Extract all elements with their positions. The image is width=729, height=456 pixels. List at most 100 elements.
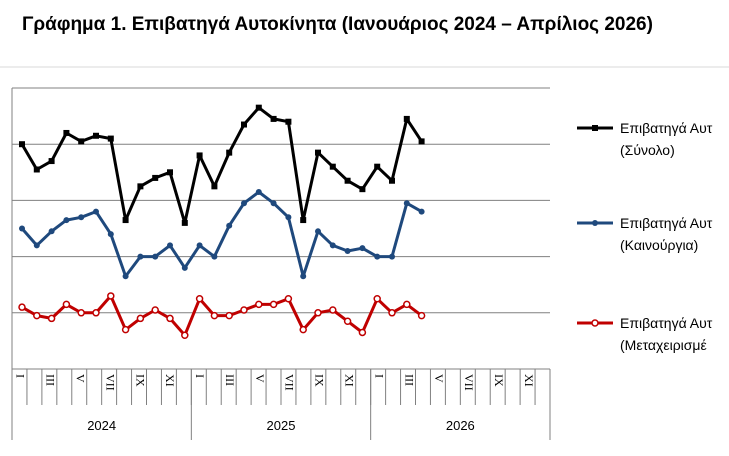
data-point: [93, 132, 99, 139]
data-point: [269, 300, 278, 309]
gridlines: [0, 66, 729, 314]
data-point: [315, 149, 321, 156]
legend-label: Επιβατηγά Αυτ: [620, 215, 713, 231]
data-point: [299, 325, 307, 334]
data-point: [62, 300, 71, 309]
legend-label: (Μεταχειρισμέ: [620, 337, 707, 353]
legend-marker: [591, 319, 599, 327]
data-point: [373, 295, 381, 303]
data-point: [121, 325, 130, 334]
data-point: [77, 309, 85, 317]
x-tick-label: XI: [163, 374, 177, 387]
data-point: [18, 303, 26, 311]
data-point: [167, 242, 173, 249]
data-point: [329, 163, 336, 170]
data-point: [211, 183, 218, 190]
data-point: [300, 273, 307, 280]
x-tick-label: I: [372, 374, 386, 378]
x-tick-label: IX: [492, 374, 506, 387]
legend: Επιβατηγά Αυτ (Σύνολο) Επιβατηγά Αυτ (Καινο…: [577, 120, 713, 353]
data-point: [241, 121, 247, 128]
data-point: [107, 231, 114, 238]
data-point: [195, 295, 204, 303]
data-point: [47, 314, 56, 323]
x-tick-label: IX: [133, 374, 147, 387]
data-point: [344, 247, 351, 254]
legend-item-3: Επιβατηγά Αυτ (Μεταχειρισμέ: [577, 315, 713, 353]
data-point: [315, 228, 321, 235]
data-point: [403, 115, 410, 122]
data-point: [403, 300, 411, 309]
x-tick-label: XI: [522, 374, 536, 387]
data-point: [417, 311, 426, 320]
data-point: [63, 129, 70, 136]
data-point: [344, 177, 351, 184]
data-point: [136, 314, 145, 323]
data-point: [196, 152, 203, 159]
data-point: [107, 292, 115, 300]
legend-label: Επιβατηγά Αυτ: [620, 315, 713, 331]
data-point: [270, 200, 277, 207]
series-line: [20, 190, 423, 278]
series-line: [21, 294, 423, 337]
data-point: [389, 177, 395, 184]
x-tick-label: I: [14, 374, 28, 378]
legend-item-2: Επιβατηγά Αυτ (Καινούργια): [577, 215, 713, 253]
data-point: [374, 253, 381, 260]
x-tick-label: III: [402, 374, 416, 386]
series-line: [20, 106, 423, 225]
series-3: [18, 292, 426, 340]
legend-item-1: Επιβατηγά Αυτ (Σύνολο): [577, 120, 713, 158]
data-point: [359, 245, 366, 252]
data-point: [255, 300, 263, 309]
data-point: [285, 118, 292, 125]
x-tick-label: IX: [313, 374, 327, 387]
data-point: [78, 214, 85, 221]
x-tick-label: XI: [343, 374, 357, 387]
data-point: [225, 311, 233, 320]
data-point: [137, 253, 144, 260]
data-point: [329, 306, 337, 314]
data-point: [33, 242, 40, 249]
data-point: [255, 104, 262, 111]
data-point: [389, 253, 395, 260]
data-point: [78, 138, 85, 145]
series-lines: [18, 104, 426, 340]
year-label: 2024: [87, 418, 116, 433]
data-point: [284, 295, 293, 303]
x-tick-label: VII: [283, 374, 297, 391]
data-point: [122, 217, 129, 224]
data-point: [181, 331, 189, 340]
data-point: [329, 242, 336, 249]
data-point: [48, 158, 55, 165]
data-point: [63, 217, 70, 224]
data-point: [167, 169, 173, 176]
data-point: [388, 309, 396, 317]
data-point: [418, 138, 425, 145]
legend-label: (Καινούργια): [620, 237, 698, 253]
data-point: [19, 141, 25, 148]
data-point: [137, 183, 144, 190]
data-point: [48, 228, 55, 235]
data-point: [359, 186, 366, 193]
legend-marker: [592, 220, 598, 226]
data-point: [314, 309, 322, 317]
data-point: [181, 219, 188, 226]
x-tick-label: VII: [103, 374, 117, 391]
data-point: [93, 208, 99, 215]
data-point: [19, 225, 25, 232]
series-1: [19, 104, 425, 226]
x-tick-label: V: [432, 374, 446, 383]
x-tick-label: V: [253, 374, 267, 383]
data-point: [211, 253, 218, 260]
year-label: 2025: [267, 418, 296, 433]
data-point: [418, 208, 425, 215]
chart-title: Γράφημα 1. Επιβατηγά Αυτοκίνητα (Ιανουάρ…: [22, 14, 653, 35]
x-tick-label: V: [74, 374, 88, 383]
data-point: [226, 149, 233, 156]
data-point: [226, 222, 233, 229]
data-point: [152, 174, 159, 181]
x-tick-label: III: [223, 374, 237, 386]
